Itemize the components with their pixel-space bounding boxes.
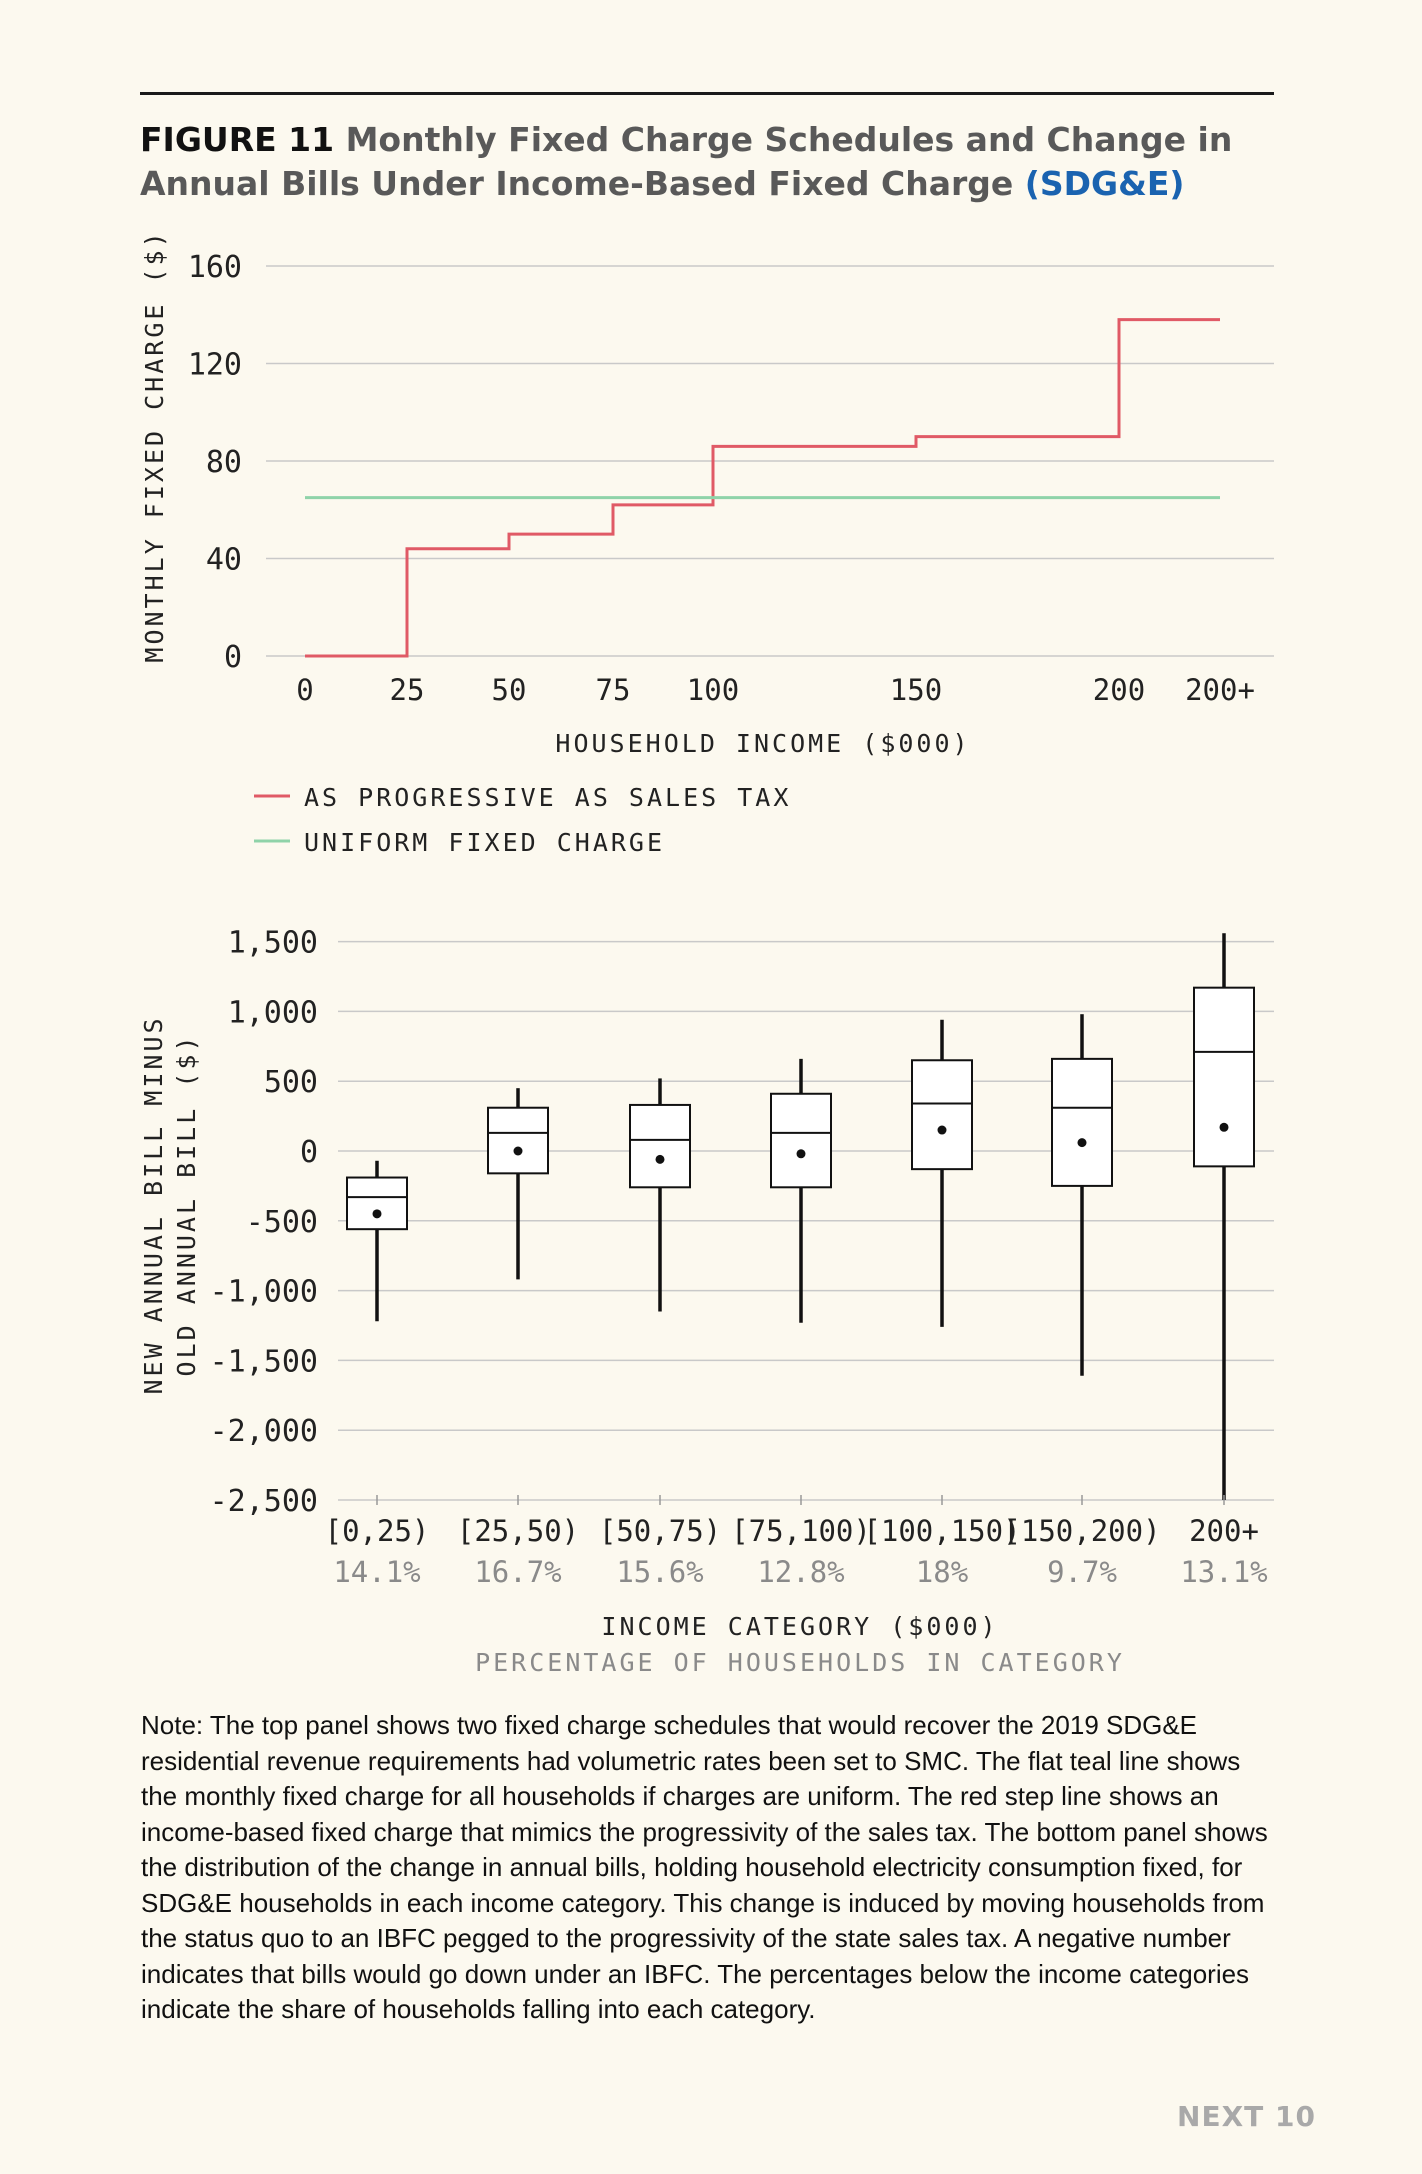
bottom-x-tick-label: [75,100) [731, 1514, 871, 1548]
category-percentage-label: 16.7% [474, 1555, 561, 1589]
box-mean-dot [796, 1149, 806, 1159]
legend-label-progressive: AS PROGRESSIVE AS SALES TAX [304, 783, 791, 812]
box-plot-[50,75) [629, 1078, 691, 1312]
top-y-tick-label: 0 [224, 640, 242, 675]
top-y-tick-label: 80 [206, 445, 242, 480]
box-iqr [1051, 1057, 1113, 1187]
bottom-x-tick-label: [150,200) [1003, 1514, 1160, 1548]
figure-title-text: Monthly Fixed Charge Schedules and Chang… [140, 120, 1233, 203]
top-x-tick-label: 150 [890, 673, 942, 707]
category-percentage-label: 12.8% [757, 1555, 844, 1589]
top-y-axis-label: MONTHLY FIXED CHARGE ($) [140, 229, 169, 662]
box-iqr [770, 1092, 832, 1189]
fixed-charge-chart: 0 40 80 120 160 0 25 50 75 100 150 200 200+ MONTHLY… [140, 229, 1274, 857]
bottom-x-tick-label: [0,25) [325, 1514, 430, 1548]
box-iqr [1193, 986, 1255, 1168]
bottom-x-tick-label: [50,75) [599, 1514, 721, 1548]
top-x-tick-label: 100 [687, 673, 739, 707]
box-plot-[100,150) [911, 1019, 973, 1327]
top-legend: AS PROGRESSIVE AS SALES TAX UNIFORM FIXE… [254, 783, 791, 857]
bottom-x-tick-label: [25,50) [457, 1514, 579, 1548]
bottom-x-axis-label: INCOME CATEGORY ($000) [601, 1612, 998, 1641]
top-x-tick-label: 50 [492, 673, 527, 707]
bottom-y-tick-label: 0 [300, 1135, 318, 1170]
bottom-x-tick-label: [100,150) [863, 1514, 1020, 1548]
figure-title: FIGURE 11 Monthly Fixed Charge Schedules… [140, 118, 1274, 206]
bottom-y-tick-label: -2,500 [210, 1484, 318, 1519]
top-x-tick-label: 200+ [1185, 673, 1255, 707]
box-plot-[25,50) [487, 1088, 549, 1280]
bottom-y-axis-label-line2: OLD ANNUAL BILL ($) [172, 1034, 201, 1377]
top-x-tick-label: 75 [596, 673, 631, 707]
bottom-y-tick-label: 1,000 [228, 995, 318, 1030]
top-y-tick-label: 160 [188, 250, 242, 285]
bottom-y-axis-label-line1: NEW ANNUAL BILL MINUS [139, 1015, 168, 1394]
box-mean-dot [1219, 1122, 1229, 1132]
category-percentage-label: 14.1% [333, 1555, 420, 1589]
box-mean-dot [655, 1154, 665, 1164]
bottom-x-axis-sublabel: PERCENTAGE OF HOUSEHOLDS IN CATEGORY [475, 1648, 1125, 1677]
figure-tag: (SDG&E) [1024, 164, 1185, 203]
box-plot-[150,200) [1051, 1014, 1113, 1376]
top-rule [140, 92, 1274, 95]
box-iqr [629, 1103, 691, 1189]
bottom-y-tick-label: -1,000 [210, 1275, 318, 1310]
bill-change-chart: 1,500 1,000 500 0 -500 -1,000 -1,500 -2,000 -2,5… [139, 926, 1274, 1677]
box-iqr [911, 1059, 973, 1171]
top-x-axis-label: HOUSEHOLD INCOME ($000) [555, 729, 970, 758]
bottom-y-tick-label: 1,500 [228, 926, 318, 961]
progressive-series-line [305, 318, 1220, 658]
box-plot-[0,25) [346, 1160, 408, 1322]
box-iqr [346, 1176, 408, 1231]
box-mean-dot [513, 1146, 523, 1156]
category-percentage-label: 18% [916, 1555, 968, 1589]
box-plot-[75,100) [770, 1058, 832, 1323]
box-mean-dot [1077, 1138, 1087, 1148]
category-percentage-label: 15.6% [616, 1555, 703, 1589]
top-x-tick-label: 200 [1093, 673, 1145, 707]
brand-footer: NEXT 10 [1177, 2100, 1316, 2133]
top-y-tick-label: 120 [188, 348, 242, 383]
category-percentage-label: 9.7% [1047, 1555, 1117, 1589]
top-y-tick-label: 40 [206, 543, 242, 578]
figure-note: Note: The top panel shows two fixed char… [141, 1710, 1268, 2024]
bottom-x-tick-label: 200+ [1189, 1514, 1259, 1548]
bottom-y-tick-label: 500 [264, 1065, 318, 1100]
box-mean-dot [372, 1209, 382, 1219]
legend-label-uniform: UNIFORM FIXED CHARGE [304, 828, 665, 857]
box-plot-200+ [1193, 933, 1255, 1500]
bottom-y-tick-label: -1,500 [210, 1344, 318, 1379]
bottom-y-tick-label: -500 [246, 1205, 318, 1240]
top-x-tick-label: 25 [390, 673, 425, 707]
figure-label: FIGURE 11 [140, 120, 335, 159]
box-mean-dot [937, 1125, 947, 1135]
box-iqr [487, 1106, 549, 1175]
bottom-y-tick-label: -2,000 [210, 1414, 318, 1449]
top-x-tick-label: 0 [296, 673, 313, 707]
category-percentage-label: 13.1% [1180, 1555, 1267, 1589]
